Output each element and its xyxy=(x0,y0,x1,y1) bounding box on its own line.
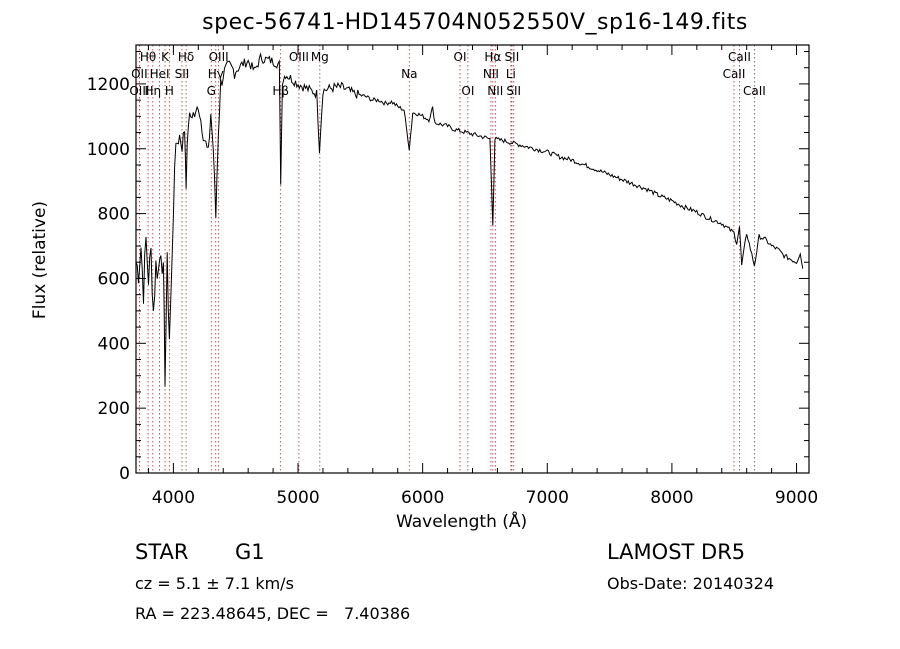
line-label: Hθ xyxy=(140,50,156,64)
line-markers xyxy=(138,45,755,473)
line-label: Hα xyxy=(484,50,501,64)
spectrum-series xyxy=(135,52,804,387)
line-label: Hδ xyxy=(178,50,194,64)
line-label: OII xyxy=(131,67,148,81)
y-tick-label: 600 xyxy=(98,269,130,289)
y-tick-label: 0 xyxy=(119,464,130,484)
coordinates-text: RA = 223.48645, DEC = 7.40386 xyxy=(135,604,411,623)
line-label: HeI xyxy=(150,67,170,81)
y-axis-label: Flux (relative) xyxy=(30,200,50,320)
line-label: SII xyxy=(505,50,520,64)
plot-frame xyxy=(135,44,810,474)
line-label: Na xyxy=(401,67,417,81)
line-label: OI xyxy=(461,84,474,98)
class-label: STAR xyxy=(135,540,189,564)
line-label: K xyxy=(161,50,170,64)
y-tick-label: 1200 xyxy=(87,75,130,95)
x-tick-label: 7000 xyxy=(526,488,569,508)
line-label: Hγ xyxy=(208,67,224,81)
subclass-label: G1 xyxy=(235,540,265,564)
line-label: Hη xyxy=(145,84,162,98)
y-tick-label: 400 xyxy=(98,334,130,354)
line-label: CaII xyxy=(723,67,746,81)
axes: 4000 5000 6000 7000 8000 9000 0 200 400 600 800 100… xyxy=(87,44,818,508)
line-label: CaII xyxy=(743,84,766,98)
x-axis-label: Wavelength (Å) xyxy=(396,512,528,532)
x-tick-label: 9000 xyxy=(775,488,818,508)
x-tick-label: 8000 xyxy=(650,488,693,508)
redshift-text: cz = 5.1 ± 7.1 km/s xyxy=(135,574,294,593)
line-label: G xyxy=(207,84,216,98)
line-label: CaII xyxy=(728,50,751,64)
line-label: OIII xyxy=(129,84,149,98)
spectrum-line xyxy=(135,52,804,387)
line-label: OI xyxy=(454,50,467,64)
line-label: H xyxy=(165,84,174,98)
survey-label: LAMOST DR5 xyxy=(607,540,746,564)
line-label: Hβ xyxy=(272,84,289,98)
y-tick-label: 200 xyxy=(98,399,130,419)
line-labels: HθOIIOIIIKHeIHηHδSIIHOIIIHγGOIIIHβMgNaOI… xyxy=(129,50,765,98)
line-label: NII xyxy=(487,84,503,98)
y-tick-label: 800 xyxy=(98,205,130,225)
line-label: Mg xyxy=(311,50,329,64)
line-label: OIII xyxy=(209,50,229,64)
line-label: OIII xyxy=(289,50,309,64)
obs-date-text: Obs-Date: 20140324 xyxy=(607,574,775,593)
line-label: SII xyxy=(506,84,521,98)
x-tick-label: 5000 xyxy=(276,488,319,508)
line-label: Li xyxy=(506,67,516,81)
x-tick-label: 6000 xyxy=(401,488,444,508)
line-label: SII xyxy=(175,67,190,81)
y-tick-label: 1000 xyxy=(87,140,130,160)
x-tick-label: 4000 xyxy=(152,488,195,508)
line-label: NII xyxy=(483,67,499,81)
chart-title: spec-56741-HD145704N052550V_sp16-149.fit… xyxy=(202,10,748,35)
